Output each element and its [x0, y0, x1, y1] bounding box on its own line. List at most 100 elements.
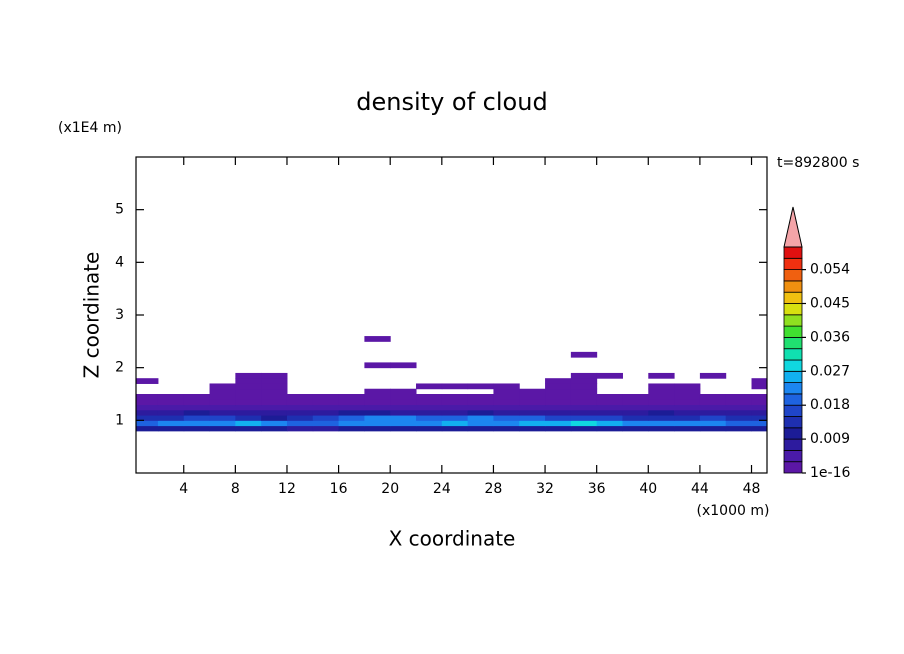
contour-cell: [622, 404, 649, 411]
contour-cell: [725, 420, 753, 427]
contour-cell: [441, 420, 469, 427]
contour-cell: [312, 409, 340, 416]
contour-cell: [519, 399, 546, 406]
contour-cell: [338, 409, 365, 416]
contour-cell: [338, 425, 365, 432]
contour-cell: [183, 409, 211, 416]
contour-cell: [136, 420, 159, 427]
contour-cell: [467, 404, 494, 411]
x-tick-label: 48: [743, 481, 761, 497]
contour-cell: [157, 425, 185, 432]
contour-cell: [209, 383, 236, 390]
contour-cell: [467, 420, 494, 427]
colorbar-tick-label: 0.027: [810, 363, 850, 379]
colorbar-segment: [783, 280, 803, 293]
contour-cell: [416, 399, 443, 406]
contour-cell: [390, 409, 417, 416]
contour-cell: [467, 383, 494, 390]
contour-cell: [493, 409, 520, 416]
y-axis-title: Z coordinate: [80, 252, 104, 379]
contour-cell: [364, 394, 391, 400]
contour-cell: [286, 399, 314, 406]
contour-cell: [338, 399, 365, 406]
contour-cell: [519, 409, 546, 416]
contour-cell: [648, 404, 675, 411]
plot-area: [136, 336, 767, 432]
contour-cell: [493, 404, 520, 411]
contour-cell: [441, 425, 469, 432]
contour-cell: [209, 420, 236, 427]
y-tick-label: 1: [115, 412, 124, 428]
contour-cell: [622, 394, 649, 400]
contour-cell: [596, 404, 623, 411]
contour-cell: [338, 404, 365, 411]
contour-cell: [648, 394, 675, 400]
contour-cell: [235, 388, 262, 395]
contour-cell: [338, 415, 365, 421]
contour-cell: [725, 399, 753, 406]
contour-cell: [136, 404, 159, 411]
contour-cell: [648, 388, 675, 395]
y-tick-label: 5: [115, 202, 124, 218]
contour-cell: [493, 420, 520, 427]
contour-cell: [261, 415, 288, 421]
contour-cell: [157, 404, 185, 411]
x-tick-label: 32: [536, 481, 554, 497]
contour-cell: [416, 415, 443, 421]
contour-cell: [235, 420, 262, 427]
contour-cell: [209, 399, 236, 406]
colorbar-segment: [783, 336, 803, 350]
contour-cell: [699, 372, 727, 379]
contour-cell: [699, 415, 727, 421]
contour-cell: [157, 394, 185, 400]
colorbar-segment: [783, 257, 803, 270]
contour-cell: [545, 388, 572, 395]
contour-cell: [416, 394, 443, 400]
y-tick-label: 4: [115, 254, 124, 270]
contour-cell: [183, 420, 211, 427]
contour-cell: [441, 399, 469, 406]
contour-cell: [519, 394, 546, 400]
contour-cell: [338, 394, 365, 400]
contour-cell: [467, 415, 494, 421]
contour-cell: [235, 415, 262, 421]
contour-cell: [545, 404, 572, 411]
contour-cell: [519, 425, 546, 432]
contour-cell: [312, 394, 340, 400]
contour-cell: [493, 388, 520, 395]
contour-cell: [261, 425, 288, 432]
contour-cell: [596, 420, 623, 427]
contour-cell: [209, 394, 236, 400]
colorbar-segment: [783, 404, 803, 417]
contour-cell: [235, 425, 262, 432]
contour-cell: [596, 372, 623, 379]
contour-cell: [157, 399, 185, 406]
contour-cell: [136, 399, 159, 406]
contour-cell: [136, 409, 159, 416]
x-tick-label: 12: [278, 481, 296, 497]
contour-cell: [493, 415, 520, 421]
contour-cell: [751, 409, 767, 416]
contour-cell: [136, 425, 159, 432]
contour-cell: [209, 388, 236, 395]
contour-cell: [725, 425, 753, 432]
time-label: t=892800 s: [777, 155, 859, 171]
contour-cell: [725, 415, 753, 421]
contour-cell: [261, 383, 288, 390]
contour-cell: [312, 415, 340, 421]
contour-cell: [493, 394, 520, 400]
contour-cell: [648, 409, 675, 416]
contour-cell: [674, 409, 701, 416]
contour-cell: [312, 425, 340, 432]
colorbar-segment: [783, 348, 803, 361]
colorbar-segment: [783, 461, 803, 474]
colorbar-segment: [783, 314, 803, 327]
contour-cell: [570, 399, 598, 406]
colorbar-tick-label: 0.009: [810, 431, 850, 447]
contour-cell: [390, 394, 417, 400]
contour-cell: [467, 425, 494, 432]
contour-cell: [364, 404, 391, 411]
contour-cell: [416, 409, 443, 416]
